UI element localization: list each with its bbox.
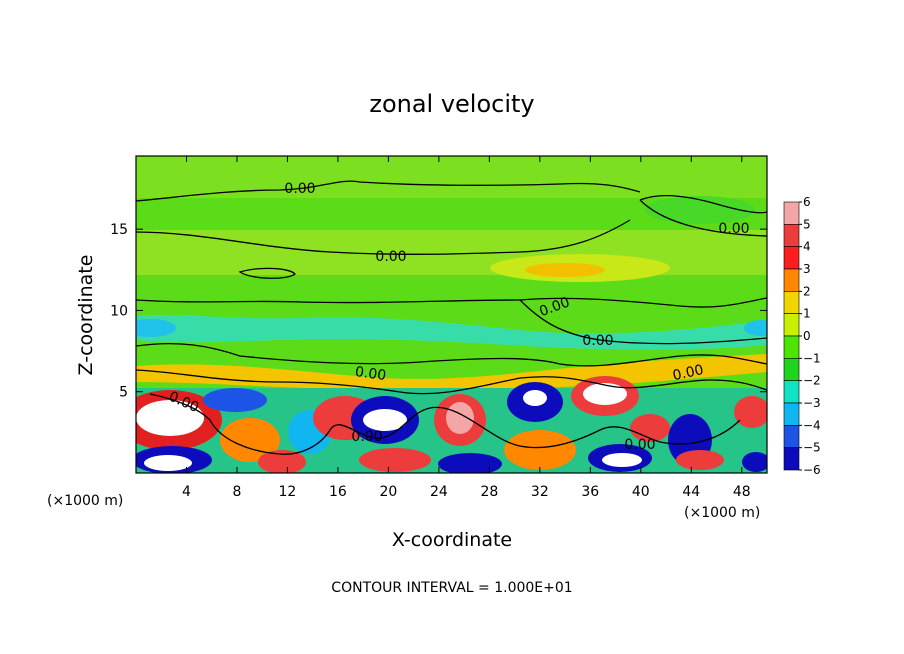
colorbar-label: −5 [803, 441, 821, 455]
contour-label: 0.00 [351, 429, 382, 445]
colorbar-swatch [783, 201, 800, 225]
plot-area: 0.00 0.00 0.00 0.00 0.00 0.00 0.00 0.00 … [135, 155, 768, 474]
colorbar-label: −6 [803, 463, 821, 477]
x-tick-label: 4 [182, 484, 191, 500]
colorbar-label: 6 [803, 195, 811, 209]
field-blob [359, 448, 431, 472]
field-patch [645, 196, 755, 224]
field-blob [203, 388, 267, 412]
contour-label: 0.00 [624, 437, 655, 453]
colorbar-label: −3 [803, 396, 821, 410]
x-tick-label: 16 [329, 484, 347, 500]
x-tick-label: 12 [279, 484, 297, 500]
colorbar-swatch [783, 447, 800, 471]
field-patch [744, 320, 767, 336]
field-blob [734, 396, 767, 428]
field-blob [504, 430, 576, 470]
contour-line [136, 219, 631, 255]
y-tick-label: 10 [110, 303, 128, 319]
x-tick-label: 8 [232, 484, 241, 500]
contour-line [136, 342, 767, 367]
contour-interval-note: CONTOUR INTERVAL = 1.000E+01 [331, 580, 572, 596]
chart-title: zonal velocity [369, 90, 534, 118]
contour-line [149, 393, 741, 455]
field-blob [438, 453, 502, 473]
field-blob [602, 453, 642, 467]
contour-label: 0.00 [284, 181, 315, 197]
colorbar-label: 1 [803, 307, 811, 321]
field-blob [446, 402, 474, 434]
y-axis: 5 10 15 [110, 222, 767, 401]
colorbar-swatch [783, 291, 800, 314]
field-band [136, 230, 767, 275]
x-tick-label: 32 [531, 484, 549, 500]
field-blob [144, 455, 192, 471]
y-tick-label: 15 [110, 222, 128, 238]
contour-line [639, 195, 767, 214]
plot-frame [135, 155, 768, 474]
field-patch [136, 319, 176, 337]
contour-label: 0.00 [375, 249, 406, 265]
colorbar-swatch [783, 246, 800, 270]
field-blob [258, 450, 306, 473]
colorbar-swatch [783, 268, 800, 292]
field-blob [742, 452, 767, 472]
contour-line [238, 267, 296, 279]
colorbar-label: 2 [803, 284, 811, 298]
contour-lines [136, 180, 767, 455]
x-tick-label: 20 [379, 484, 397, 500]
colorbar-swatch [783, 402, 800, 426]
colorbar-label: −4 [803, 418, 821, 432]
y-tick-label: 5 [119, 385, 128, 401]
x-tick-label: 40 [632, 484, 650, 500]
y-unit-label: (×1000 m) [47, 493, 123, 509]
x-tick-label: 44 [682, 484, 700, 500]
field-patch [525, 263, 605, 277]
field-blob [220, 418, 280, 462]
contour-label: 0.00 [354, 364, 387, 384]
field-blob [363, 409, 407, 431]
x-tick-label: 28 [480, 484, 498, 500]
colorbar-label: 3 [803, 262, 811, 276]
field-blob [676, 450, 724, 470]
contour-line [136, 297, 767, 308]
contour-label: 0.00 [671, 362, 705, 384]
field-blob [523, 390, 547, 406]
x-tick-label: 36 [581, 484, 599, 500]
x-axis: 4 8 12 16 20 24 28 32 36 40 44 48 [182, 156, 751, 500]
field-blob [630, 414, 670, 442]
velocity-field [136, 156, 767, 473]
contour-line [136, 369, 767, 395]
x-tick-label: 24 [430, 484, 448, 500]
colorbar-swatch [783, 313, 800, 337]
colorbar-swatch [783, 425, 800, 448]
y-axis-label: Z-coordinate [75, 255, 97, 376]
colorbar-label: −1 [803, 351, 821, 365]
contour-label: 0.00 [718, 221, 749, 237]
colorbar-label: 5 [803, 217, 811, 231]
colorbar-label: −2 [803, 374, 821, 388]
colorbar-swatch [783, 358, 800, 381]
x-unit-label: (×1000 m) [684, 505, 760, 521]
colorbar-label: 4 [803, 240, 811, 254]
field-blob [583, 383, 627, 405]
colorbar-swatch [783, 380, 800, 404]
field-blob [136, 400, 204, 436]
x-tick-label: 48 [733, 484, 751, 500]
x-axis-label: X-coordinate [392, 529, 512, 551]
colorbar-swatch [783, 335, 800, 359]
contour-line [519, 299, 767, 345]
contour-line [136, 180, 641, 202]
contour-label: 0.00 [582, 333, 613, 349]
contour-line [639, 199, 767, 237]
colorbar: 6 5 4 3 2 1 0 −1 −2 −3 −4 −5 −6 [783, 195, 821, 477]
colorbar-label: 0 [803, 329, 811, 343]
colorbar-swatch [783, 224, 800, 247]
